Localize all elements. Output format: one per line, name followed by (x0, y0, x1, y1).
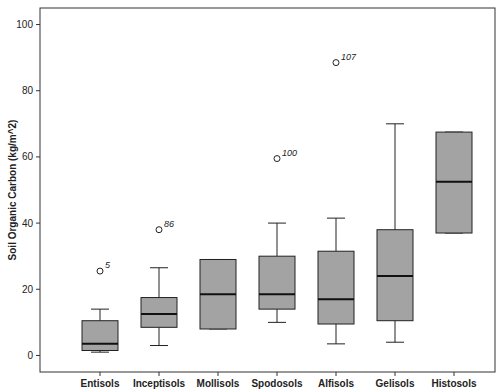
whisker-cap-upper (386, 123, 404, 124)
y-tick (36, 24, 40, 25)
x-tick (336, 372, 337, 376)
whisker-cap-lower (268, 322, 286, 323)
outlier-label: 5 (105, 260, 111, 270)
labels: Entisols 5 Inceptisols 86 Mollisols Spodosols… (81, 52, 477, 389)
box (436, 132, 472, 233)
x-tick-label: Mollisols (197, 378, 240, 389)
x-tick-label: Entisols (81, 378, 120, 389)
x-tick (277, 372, 278, 376)
whisker-upper (336, 218, 337, 251)
whisker-cap-upper (150, 267, 168, 268)
median (82, 343, 118, 345)
y-tick-label: 80 (22, 85, 34, 96)
median (200, 293, 236, 295)
x-tick-label: Gelisols (376, 378, 415, 389)
median (318, 298, 354, 300)
whisker-cap-upper (327, 218, 345, 219)
whisker-upper (159, 268, 160, 298)
whisker-lower (395, 321, 396, 343)
outlier (156, 227, 162, 233)
median (141, 313, 177, 315)
y-tick-label: 60 (22, 151, 34, 162)
x-tick (218, 372, 219, 376)
outlier (97, 268, 103, 274)
box (318, 251, 354, 324)
y-tick (36, 355, 40, 356)
outlier-label: 86 (164, 219, 174, 229)
outlier-label: 107 (341, 52, 357, 62)
x-tick-label: Spodosols (251, 378, 303, 389)
y-tick (36, 223, 40, 224)
y-tick-label: 100 (16, 19, 33, 30)
x-tick-label: Histosols (431, 378, 476, 389)
box (377, 230, 413, 321)
whisker-cap-lower (327, 343, 345, 344)
x-tick (159, 372, 160, 376)
whisker-lower (336, 324, 337, 344)
x-tick-label: Inceptisols (133, 378, 186, 389)
whisker-cap-lower (386, 342, 404, 343)
y-tick (36, 289, 40, 290)
whisker-lower (159, 327, 160, 345)
median (377, 275, 413, 277)
whisker-cap-upper (268, 223, 286, 224)
box (141, 298, 177, 328)
median (259, 293, 295, 295)
whisker-lower (277, 309, 278, 322)
whisker-upper (277, 223, 278, 256)
whisker-cap-upper (91, 309, 109, 310)
chart: 0 20 40 60 80 100 Soil Organic Carbon (kg/m^2)… (0, 0, 500, 390)
x-tick (395, 372, 396, 376)
whisker-upper (100, 309, 101, 321)
y-axis-label: Soil Organic Carbon (kg/m^2) (7, 120, 18, 261)
whisker-cap-lower (91, 352, 109, 353)
y-tick (36, 90, 40, 91)
box (259, 256, 295, 309)
y-tick-label: 40 (22, 218, 34, 229)
y-tick-label: 0 (27, 350, 33, 361)
plot-frame (40, 8, 495, 372)
y-tick (36, 156, 40, 157)
outlier (333, 60, 339, 66)
whisker-cap-lower (150, 345, 168, 346)
x-tick (454, 372, 455, 376)
x-tick (100, 372, 101, 376)
box (200, 259, 236, 328)
whisker-upper (395, 124, 396, 230)
outlier-label: 100 (282, 148, 297, 158)
outlier (274, 156, 280, 162)
median (436, 181, 472, 183)
y-tick-label: 20 (22, 284, 34, 295)
marks (82, 60, 472, 353)
x-tick-label: Alfisols (318, 378, 355, 389)
box (82, 321, 118, 351)
